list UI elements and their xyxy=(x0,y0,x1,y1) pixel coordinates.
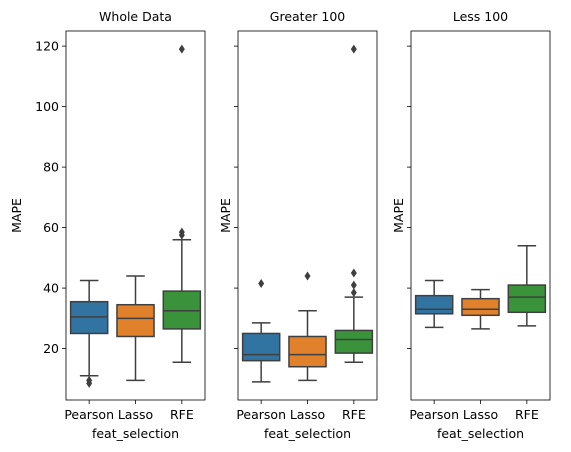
y-tick-label: 40 xyxy=(43,281,59,296)
x-tick-label: Pearson xyxy=(64,407,114,422)
x-tick-label: Pearson xyxy=(409,407,459,422)
outlier-point xyxy=(178,44,185,54)
x-axis-label: feat_selection xyxy=(437,426,524,441)
box-rfe xyxy=(334,329,374,354)
box-group-rfe xyxy=(507,244,547,327)
outlier-point xyxy=(350,44,357,54)
x-tick-label: Pearson xyxy=(236,407,286,422)
x-axis-label: feat_selection xyxy=(264,426,351,441)
outlier-point xyxy=(350,280,357,290)
x-tick-label: RFE xyxy=(515,407,539,422)
box-group-rfe xyxy=(334,44,374,363)
box-group-rfe xyxy=(162,44,202,363)
y-axis-label: MAPE xyxy=(391,198,406,233)
x-tick-label: Lasso xyxy=(463,407,498,422)
y-tick-label: 120 xyxy=(35,39,59,54)
box-rfe xyxy=(162,290,202,330)
box-pearson xyxy=(414,294,454,315)
x-tick-label: Lasso xyxy=(118,407,153,422)
panel-title: Less 100 xyxy=(453,9,508,24)
y-tick-label: 60 xyxy=(43,220,59,235)
box-group-pearson xyxy=(69,279,109,388)
y-axis-label: MAPE xyxy=(9,198,24,233)
x-tick-label: RFE xyxy=(170,407,194,422)
box-group-pearson xyxy=(241,279,281,383)
outlier-point xyxy=(304,271,311,281)
box-lasso xyxy=(288,335,327,368)
box-lasso xyxy=(116,303,155,338)
y-axis-label: MAPE xyxy=(218,198,233,233)
panel-title: Whole Data xyxy=(99,9,172,24)
outlier-point xyxy=(86,375,93,385)
panel-title: Greater 100 xyxy=(270,9,346,24)
outlier-point xyxy=(350,288,357,298)
x-tick-label: RFE xyxy=(342,407,366,422)
box-group-pearson xyxy=(414,279,454,329)
box-pearson xyxy=(241,332,281,362)
box-rfe xyxy=(507,284,547,314)
box-group-lasso xyxy=(288,271,327,382)
y-tick-label: 100 xyxy=(35,99,59,114)
outlier-point xyxy=(350,268,357,278)
y-tick-label: 80 xyxy=(43,160,59,175)
box-lasso xyxy=(461,297,500,317)
box-pearson xyxy=(69,300,109,335)
outlier-point xyxy=(178,227,185,237)
box-group-lasso xyxy=(116,275,155,382)
outlier-point xyxy=(258,279,265,289)
x-axis-label: feat_selection xyxy=(92,426,179,441)
panel-3: Pearson Lasso RFE Less 100 feat_selection MAP… xyxy=(391,9,551,441)
box-group-lasso xyxy=(461,288,500,330)
panel-1: 20 40 60 80 100 120 Pearson Lasso RFE Whole Data f… xyxy=(9,9,206,441)
panel-2: Pearson Lasso RFE Greater 100 feat_selection… xyxy=(218,9,378,441)
axes-frame xyxy=(410,30,551,401)
x-tick-label: Lasso xyxy=(290,407,325,422)
y-tick-label: 20 xyxy=(43,341,59,356)
